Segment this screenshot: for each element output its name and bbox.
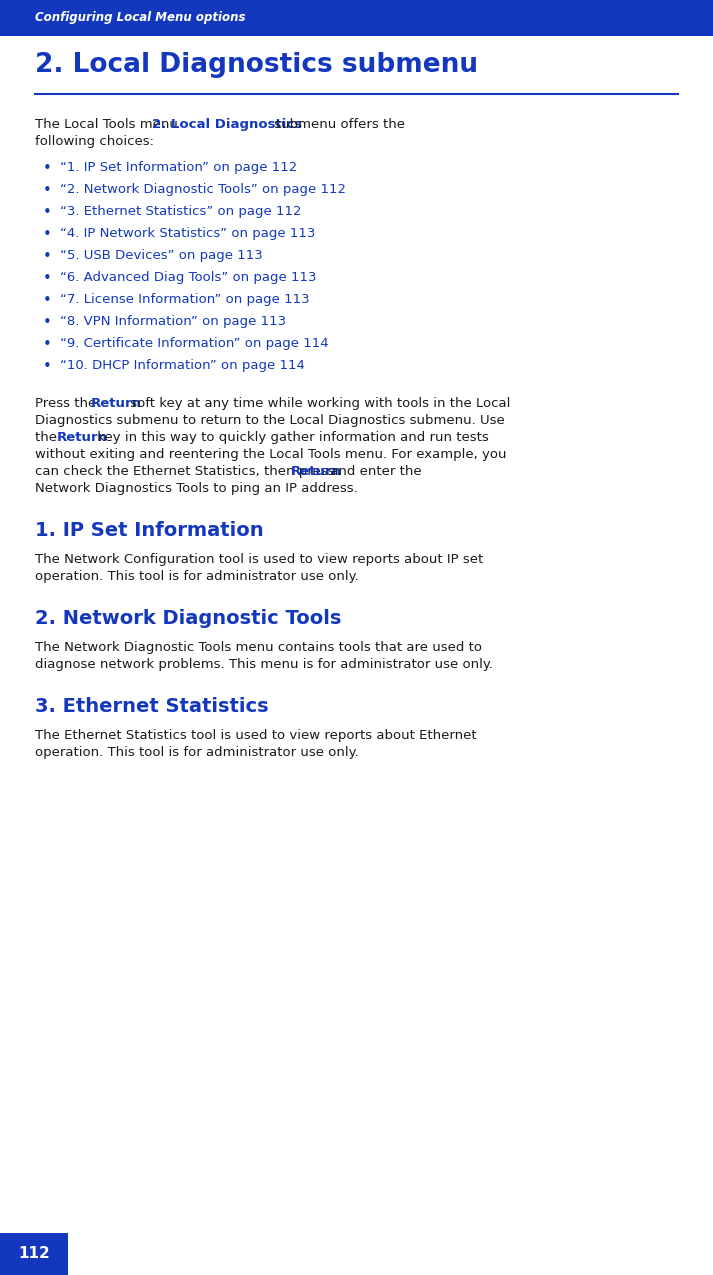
Text: following choices:: following choices: bbox=[35, 135, 154, 148]
Text: Configuring Local Menu options: Configuring Local Menu options bbox=[35, 11, 245, 24]
Text: “3. Ethernet Statistics” on page 112: “3. Ethernet Statistics” on page 112 bbox=[60, 205, 302, 218]
Text: and enter the: and enter the bbox=[326, 465, 421, 478]
Text: can check the Ethernet Statistics, then press: can check the Ethernet Statistics, then … bbox=[35, 465, 339, 478]
Text: “9. Certificate Information” on page 114: “9. Certificate Information” on page 114 bbox=[60, 337, 329, 351]
Text: Press the: Press the bbox=[35, 397, 101, 411]
Text: operation. This tool is for administrator use only.: operation. This tool is for administrato… bbox=[35, 746, 359, 759]
Text: key in this way to quickly gather information and run tests: key in this way to quickly gather inform… bbox=[93, 431, 488, 444]
Text: •: • bbox=[43, 360, 52, 374]
Text: •: • bbox=[43, 184, 52, 198]
Text: •: • bbox=[43, 293, 52, 309]
Text: 1. IP Set Information: 1. IP Set Information bbox=[35, 521, 264, 541]
Text: The Ethernet Statistics tool is used to view reports about Ethernet: The Ethernet Statistics tool is used to … bbox=[35, 729, 476, 742]
Text: Return: Return bbox=[57, 431, 108, 444]
Text: Network Diagnostics Tools to ping an IP address.: Network Diagnostics Tools to ping an IP … bbox=[35, 482, 358, 495]
Text: •: • bbox=[43, 227, 52, 242]
Text: 3. Ethernet Statistics: 3. Ethernet Statistics bbox=[35, 697, 269, 717]
Bar bbox=[0, 1233, 68, 1275]
Text: “6. Advanced Diag Tools” on page 113: “6. Advanced Diag Tools” on page 113 bbox=[60, 272, 317, 284]
Text: •: • bbox=[43, 161, 52, 176]
Text: Return: Return bbox=[291, 465, 342, 478]
Text: 2. Local Diagnostics: 2. Local Diagnostics bbox=[152, 119, 302, 131]
Text: •: • bbox=[43, 205, 52, 221]
Text: diagnose network problems. This menu is for administrator use only.: diagnose network problems. This menu is … bbox=[35, 658, 493, 671]
Bar bbox=[0, 0, 713, 36]
Text: submenu offers the: submenu offers the bbox=[270, 119, 404, 131]
Text: Return: Return bbox=[91, 397, 142, 411]
Text: The Local Tools menu: The Local Tools menu bbox=[35, 119, 182, 131]
Text: without exiting and reentering the Local Tools menu. For example, you: without exiting and reentering the Local… bbox=[35, 448, 506, 462]
Text: “2. Network Diagnostic Tools” on page 112: “2. Network Diagnostic Tools” on page 11… bbox=[60, 184, 346, 196]
Text: “5. USB Devices” on page 113: “5. USB Devices” on page 113 bbox=[60, 249, 263, 261]
Text: The Network Configuration tool is used to view reports about IP set: The Network Configuration tool is used t… bbox=[35, 553, 483, 566]
Text: •: • bbox=[43, 272, 52, 286]
Text: •: • bbox=[43, 249, 52, 264]
Text: “1. IP Set Information” on page 112: “1. IP Set Information” on page 112 bbox=[60, 161, 297, 173]
Text: “4. IP Network Statistics” on page 113: “4. IP Network Statistics” on page 113 bbox=[60, 227, 315, 240]
Text: operation. This tool is for administrator use only.: operation. This tool is for administrato… bbox=[35, 570, 359, 583]
Text: 112: 112 bbox=[18, 1247, 50, 1261]
Text: “10. DHCP Information” on page 114: “10. DHCP Information” on page 114 bbox=[60, 360, 305, 372]
Text: 2. Local Diagnostics submenu: 2. Local Diagnostics submenu bbox=[35, 52, 478, 78]
Text: “8. VPN Information” on page 113: “8. VPN Information” on page 113 bbox=[60, 315, 286, 328]
Text: •: • bbox=[43, 315, 52, 330]
Text: •: • bbox=[43, 337, 52, 352]
Text: “7. License Information” on page 113: “7. License Information” on page 113 bbox=[60, 293, 309, 306]
Text: 2. Network Diagnostic Tools: 2. Network Diagnostic Tools bbox=[35, 609, 342, 629]
Text: The Network Diagnostic Tools menu contains tools that are used to: The Network Diagnostic Tools menu contai… bbox=[35, 641, 482, 654]
Text: Diagnostics submenu to return to the Local Diagnostics submenu. Use: Diagnostics submenu to return to the Loc… bbox=[35, 414, 505, 427]
Text: the: the bbox=[35, 431, 61, 444]
Text: soft key at any time while working with tools in the Local: soft key at any time while working with … bbox=[126, 397, 511, 411]
